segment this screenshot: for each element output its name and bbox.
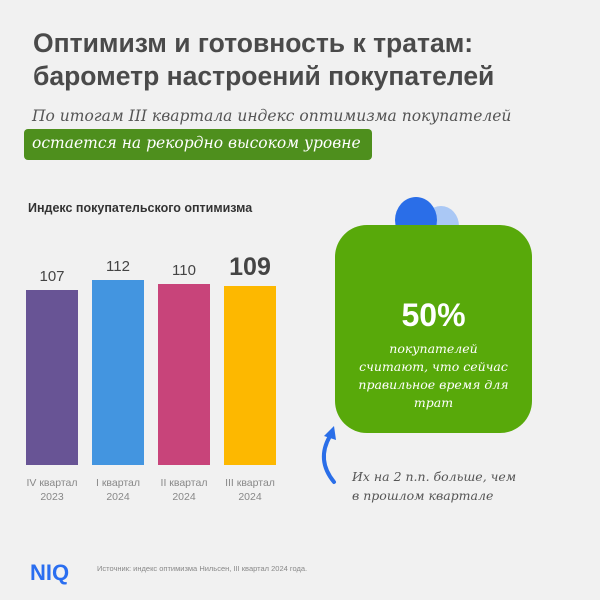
- category-label-line: 2024: [172, 491, 196, 503]
- callout-line: считают, что сейчас: [359, 359, 508, 374]
- data-label: 110: [172, 262, 196, 280]
- subtitle: По итогам III квартала индекс оптимизма …: [32, 107, 512, 125]
- subtitle-highlight: остается на рекордно высоком уровне: [24, 129, 372, 160]
- callout-percent: 50%: [401, 297, 466, 333]
- category-label-line: 2024: [238, 491, 262, 503]
- note-line: Их на 2 п.п. больше, чем: [352, 469, 517, 484]
- callout-line: правильное время для: [358, 377, 509, 392]
- category-label-line: 2024: [106, 491, 130, 503]
- bar-1: [92, 280, 144, 465]
- data-label: 112: [106, 258, 130, 275]
- callout-line: трат: [413, 395, 454, 410]
- category-label-line: II квартал: [160, 477, 208, 489]
- change-note: Их на 2 п.п. больше, чем в прошлом кварт…: [352, 467, 516, 505]
- bar-2: [158, 284, 210, 465]
- page-title: Оптимизм и готовность к тратам: барометр…: [33, 27, 494, 93]
- category-label: II квартал 2024: [151, 476, 217, 504]
- niq-logo: NIQ: [30, 560, 70, 585]
- category-label: I квартал 2024: [85, 476, 151, 504]
- data-label: 109: [229, 253, 271, 282]
- category-label-line: III квартал: [225, 477, 275, 489]
- bar-3: [224, 286, 276, 465]
- chart-title: Индекс покупательского оптимизма: [28, 201, 253, 215]
- title-line-2: барометр настроений покупателей: [33, 61, 495, 91]
- category-label: III квартал 2024: [217, 476, 283, 504]
- callout-line: покупателей: [389, 341, 478, 356]
- callout-text: покупателей считают, что сейчас правильн…: [335, 340, 532, 412]
- category-label-line: IV квартал: [26, 477, 78, 489]
- bar-0: [26, 290, 78, 465]
- callout-box: 50% покупателей считают, что сейчас прав…: [335, 225, 532, 433]
- up-arrow-icon: [322, 426, 336, 484]
- source-text: Источник: индекс оптимизма Нильсен, III …: [97, 564, 308, 573]
- bar-chart: 107 IV квартал 2023 112 I квартал 2024 110 II к…: [0, 230, 300, 510]
- note-line: в прошлом квартале: [352, 488, 494, 503]
- category-label-line: I квартал: [96, 477, 140, 489]
- title-line-1: Оптимизм и готовность к тратам:: [33, 28, 474, 58]
- category-label-line: 2023: [40, 491, 64, 503]
- data-label: 107: [39, 268, 65, 286]
- category-label: IV квартал 2023: [19, 476, 85, 504]
